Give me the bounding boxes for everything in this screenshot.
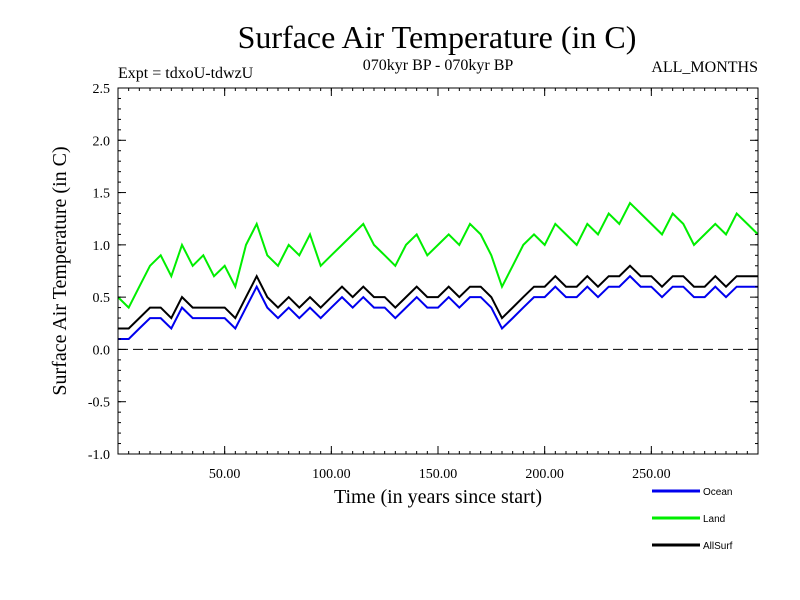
legend: Ocean Land AllSurf (652, 487, 733, 552)
series-line-ocean (118, 274, 758, 340)
plot-frame (117, 87, 759, 455)
x-tick-label: 250.00 (632, 467, 671, 482)
y-tick-label: 0.0 (93, 343, 111, 358)
months-label: ALL_MONTHS (651, 59, 758, 76)
y-tick-label: 1.5 (93, 187, 111, 202)
y-tick-label: 1.0 (93, 239, 111, 254)
y-tick-label: 2.5 (93, 82, 111, 97)
y-axis-label: Surface Air Temperature (in C) (49, 146, 71, 395)
chart-title: Surface Air Temperature (in C) (238, 19, 637, 55)
x-tick-label: 50.00 (209, 467, 241, 482)
series-layer (117, 201, 759, 340)
legend-label-ocean: Ocean (703, 487, 732, 498)
y-tick-label: -0.5 (88, 396, 110, 411)
x-axis: 50.00 100.00 150.00 200.00 250.00 (117, 88, 759, 482)
legend-label-land: Land (703, 514, 725, 525)
legend-label-allsurf: AllSurf (703, 541, 733, 552)
series-line-land (117, 201, 759, 310)
period-label: 070kyr BP - 070kyr BP (363, 57, 514, 74)
x-tick-label: 150.00 (419, 467, 458, 482)
experiment-label: Expt = tdxoU-tdwzU (118, 65, 254, 82)
series-line-allsurf (118, 264, 758, 330)
x-axis-label: Time (in years since start) (334, 486, 542, 508)
y-tick-label: -1.0 (88, 448, 110, 463)
x-tick-label: 100.00 (312, 467, 351, 482)
x-tick-label: 200.00 (525, 467, 564, 482)
y-axis: -1.0 -0.5 0.0 0.5 1.0 1.5 2.0 2.5 (88, 82, 758, 463)
y-tick-label: 2.0 (93, 134, 111, 149)
y-tick-label: 0.5 (93, 291, 111, 306)
